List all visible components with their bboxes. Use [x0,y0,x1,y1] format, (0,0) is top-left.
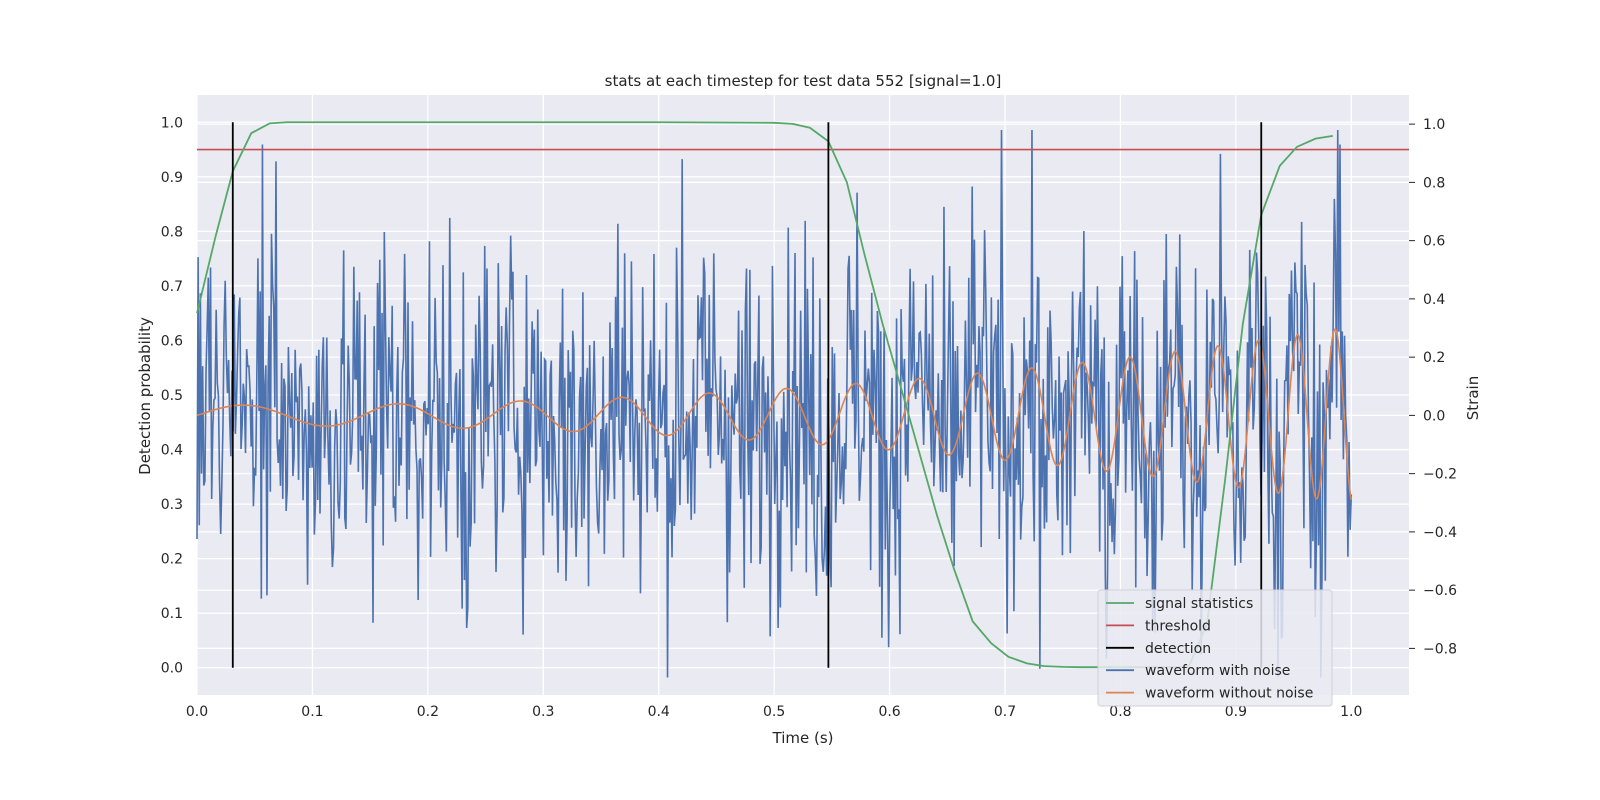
y-right-tick-label: −0.2 [1423,467,1457,483]
y-right-tick-label: 0.6 [1423,234,1445,250]
legend-label: waveform with noise [1145,663,1290,679]
x-tick-label: 0.9 [1225,704,1247,720]
legend-label: waveform without noise [1145,686,1313,702]
y-tick-label: 1.0 [161,115,183,131]
legend-box [1097,589,1333,707]
y-axis-label: Detection probability [136,317,154,475]
chart-title: stats at each timestep for test data 552… [605,72,1002,90]
grid [196,95,1409,695]
y-right-tick-label: 0.2 [1423,350,1445,366]
legend: signal statistics threshold detection wavef… [1097,589,1333,707]
x-tick-label: 0.4 [648,704,670,720]
y-tick-label: 0.1 [161,606,183,622]
y-tick-label: 0.7 [161,279,183,295]
x-tick-label: 0.2 [417,704,439,720]
y-tick-label: 0.3 [161,497,183,513]
y-right-tick-label: 0.8 [1423,175,1445,191]
x-tick-label: 0.5 [763,704,785,720]
y-right-tick-label: 1.0 [1423,117,1445,133]
x-axis-label: Time (s) [772,729,834,747]
y-tick-label: 0.9 [161,170,183,186]
y-tick-label: 0.2 [161,552,183,568]
x-tick-label: 0.8 [1109,704,1131,720]
x-tick-label: 0.7 [994,704,1016,720]
y-right-tick-label: −0.8 [1423,641,1457,657]
y-tick-label: 0.5 [161,388,183,404]
y-right-tick-label: −0.4 [1423,525,1457,541]
legend-label: signal statistics [1145,596,1253,612]
y-tick-label: 0.0 [161,661,183,677]
y-tick-label: 0.8 [161,224,183,240]
y-axis-right: −0.8 −0.6 −0.4 −0.2 0.0 0.2 0.4 0.6 0.8 1.0 [1409,117,1457,657]
y-right-tick-label: 0.0 [1423,408,1445,424]
y-tick-label: 0.6 [161,333,183,349]
y-tick-label: 0.4 [161,443,183,459]
y-right-tick-label: 0.4 [1423,292,1445,308]
y-axis-left: 0.0 0.1 0.2 0.3 0.4 0.5 0.6 0.7 0.8 0.9 1.0 [161,115,183,676]
x-tick-label: 1.0 [1340,704,1362,720]
x-tick-label: 0.0 [186,704,208,720]
x-tick-label: 0.1 [301,704,323,720]
waveform-without-noise-line [196,328,1353,501]
y-axis-right-label: Strain [1464,376,1482,420]
x-tick-label: 0.6 [878,704,900,720]
y-right-tick-label: −0.6 [1423,583,1457,599]
x-tick-label: 0.3 [532,704,554,720]
x-axis: 0.0 0.1 0.2 0.3 0.4 0.5 0.6 0.7 0.8 0.9 1.0 [186,704,1363,720]
legend-label: threshold [1145,618,1211,634]
legend-label: detection [1145,641,1211,657]
